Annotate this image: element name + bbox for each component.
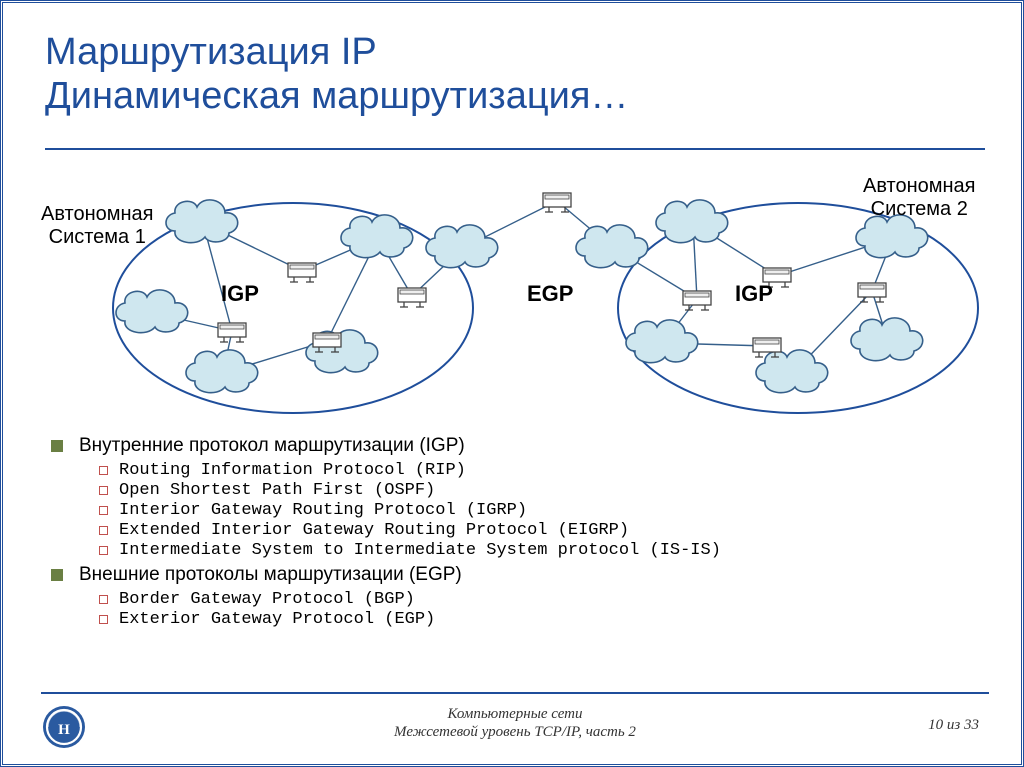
bullet-lvl2: Extended Interior Gateway Routing Protoc…: [51, 521, 951, 540]
egp-label: EGP: [527, 281, 573, 307]
bullet-lvl2: Exterior Gateway Protocol (EGP): [51, 610, 951, 629]
bullet-lvl1: Внешние протоколы маршрутизации (EGP): [51, 564, 951, 586]
bullet-lvl2: Routing Information Protocol (RIP): [51, 461, 951, 480]
title-line-1: Маршрутизация IP: [45, 31, 377, 73]
slide: Маршрутизация IP Динамическая маршрутиза…: [0, 0, 1024, 767]
network-diagram: АвтономнаяСистема 1 АвтономнаяСистема 2 …: [33, 163, 993, 423]
page-number: 10 из 33: [928, 717, 979, 734]
bullet-lvl2: Border Gateway Protocol (BGP): [51, 590, 951, 609]
footer-rule: [41, 692, 989, 694]
bullet-lvl2: Interior Gateway Routing Protocol (IGRP): [51, 501, 951, 520]
footer-text: Компьютерные сети Межсетевой уровень TCP…: [3, 705, 1024, 743]
title-line-2: Динамическая маршрутизация…: [45, 75, 628, 117]
footer-line-2: Межсетевой уровень TCP/IP, часть 2: [394, 724, 636, 740]
as1-label: АвтономнаяСистема 1: [41, 203, 154, 249]
bullet-lvl2: Open Shortest Path First (OSPF): [51, 481, 951, 500]
as2-label: АвтономнаяСистема 2: [863, 175, 976, 221]
slide-title: Маршрутизация IP Динамическая маршрутиза…: [45, 31, 628, 118]
diagram-svg: [33, 163, 993, 423]
bullet-lvl1: Внутренние протокол маршрутизации (IGP): [51, 435, 951, 457]
footer-line-1: Компьютерные сети: [447, 706, 582, 722]
igp-label-1: IGP: [221, 281, 259, 307]
title-rule: [45, 148, 985, 150]
bullet-lvl2: Intermediate System to Intermediate Syst…: [51, 541, 951, 560]
igp-label-2: IGP: [735, 281, 773, 307]
bullet-list: Внутренние протокол маршрутизации (IGP) R…: [51, 431, 951, 630]
